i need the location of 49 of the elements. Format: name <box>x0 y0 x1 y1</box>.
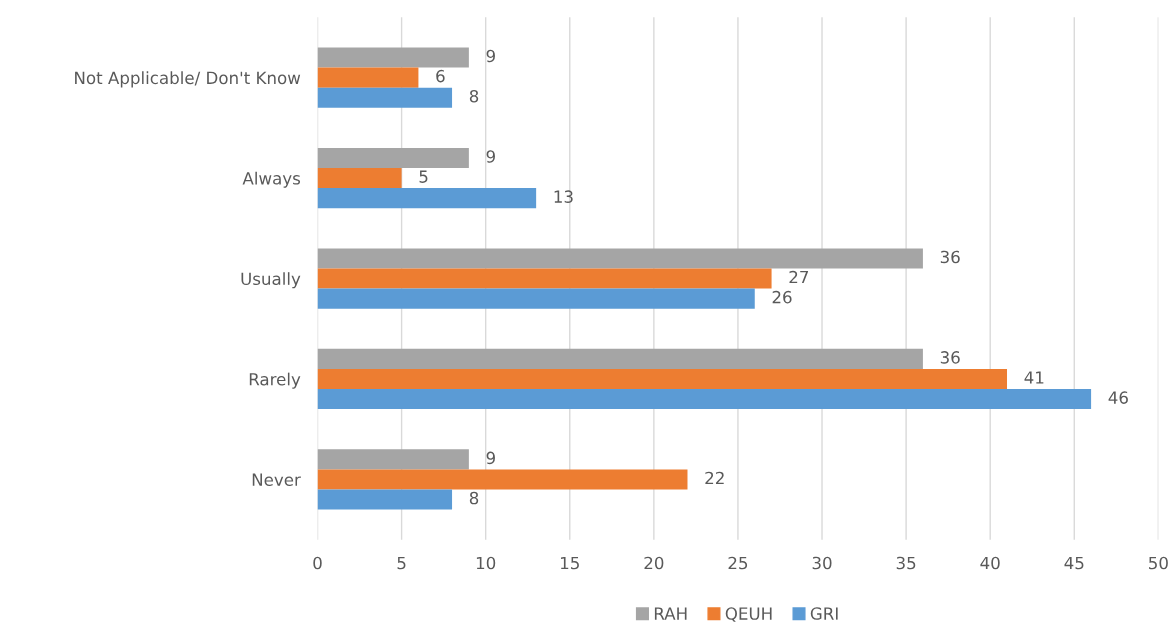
bar <box>317 67 419 88</box>
data-label: 6 <box>436 69 445 83</box>
x-tick-label: 50 <box>1149 556 1168 570</box>
bar <box>317 248 923 269</box>
x-tick-label: 45 <box>1064 556 1084 570</box>
data-label: 9 <box>486 150 495 163</box>
data-label: 26 <box>772 290 792 304</box>
y-tick-label: Not Applicable/ Don't Know <box>75 71 301 88</box>
x-tick-label: 25 <box>728 556 748 570</box>
bar <box>317 489 453 510</box>
bar <box>317 348 923 369</box>
data-label: 27 <box>789 270 809 284</box>
y-tick-label: Rarely <box>249 372 301 389</box>
data-label: 36 <box>940 250 960 264</box>
x-tick-label: 35 <box>896 556 916 570</box>
bar <box>317 368 1008 390</box>
bar <box>317 168 402 189</box>
x-tick-label: 10 <box>476 556 496 570</box>
bar <box>317 288 755 309</box>
data-label: 36 <box>940 351 960 364</box>
y-tick-label: Always <box>242 171 301 188</box>
x-tick-label: 5 <box>397 556 406 570</box>
bar <box>317 449 469 470</box>
bar <box>317 87 453 108</box>
y-tick-label: Usually <box>241 272 301 289</box>
legend-label: RAH <box>654 607 687 620</box>
x-tick-label: 15 <box>561 556 579 570</box>
data-label: 46 <box>1108 391 1128 404</box>
x-tick-label: 40 <box>980 556 1000 570</box>
legend-label: QEUH <box>725 607 772 622</box>
x-tick-label: 30 <box>812 556 832 570</box>
x-tick-label: 0 <box>313 556 322 570</box>
bar <box>317 147 469 168</box>
data-label: 9 <box>486 49 495 63</box>
data-label: 22 <box>705 471 724 485</box>
bar <box>317 47 469 68</box>
data-label: 5 <box>419 170 428 183</box>
data-label: 8 <box>469 89 479 103</box>
legend-label: GRI <box>810 607 838 620</box>
bar <box>317 188 537 209</box>
bar <box>317 268 772 289</box>
bar <box>317 469 688 490</box>
bar <box>317 389 1092 410</box>
data-label: 13 <box>554 190 573 203</box>
data-label: 9 <box>486 451 495 465</box>
x-tick-label: 20 <box>644 556 664 570</box>
data-label: 41 <box>1024 371 1044 384</box>
y-tick-label: Never <box>252 473 301 487</box>
data-label: 8 <box>469 491 479 505</box>
